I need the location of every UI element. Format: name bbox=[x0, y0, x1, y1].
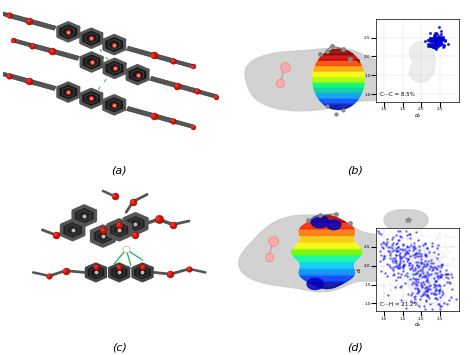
Polygon shape bbox=[319, 99, 358, 104]
Polygon shape bbox=[92, 226, 114, 246]
Polygon shape bbox=[32, 44, 53, 53]
Circle shape bbox=[327, 220, 341, 230]
Polygon shape bbox=[173, 120, 194, 128]
Polygon shape bbox=[300, 275, 354, 282]
Polygon shape bbox=[127, 46, 155, 58]
Polygon shape bbox=[81, 53, 102, 71]
Text: (b): (b) bbox=[347, 165, 363, 175]
Polygon shape bbox=[28, 19, 56, 30]
Polygon shape bbox=[0, 69, 10, 77]
Polygon shape bbox=[81, 89, 102, 108]
Polygon shape bbox=[300, 262, 354, 269]
Polygon shape bbox=[153, 54, 174, 63]
Polygon shape bbox=[133, 264, 152, 281]
Polygon shape bbox=[299, 269, 355, 275]
Polygon shape bbox=[173, 59, 194, 68]
Polygon shape bbox=[104, 59, 125, 77]
Polygon shape bbox=[153, 114, 174, 123]
Polygon shape bbox=[12, 38, 33, 47]
Polygon shape bbox=[51, 49, 79, 60]
Polygon shape bbox=[239, 215, 438, 292]
Polygon shape bbox=[104, 95, 125, 114]
Polygon shape bbox=[313, 77, 364, 82]
Polygon shape bbox=[378, 240, 428, 264]
Polygon shape bbox=[309, 215, 345, 222]
Polygon shape bbox=[314, 88, 363, 93]
Polygon shape bbox=[109, 264, 129, 281]
Polygon shape bbox=[299, 229, 355, 235]
Text: (c): (c) bbox=[112, 343, 127, 353]
Text: (d): (d) bbox=[347, 343, 363, 353]
Polygon shape bbox=[390, 68, 442, 97]
Polygon shape bbox=[316, 93, 361, 99]
Polygon shape bbox=[314, 66, 363, 71]
Polygon shape bbox=[309, 282, 345, 289]
Polygon shape bbox=[300, 222, 354, 229]
Polygon shape bbox=[384, 210, 428, 230]
Polygon shape bbox=[293, 242, 360, 249]
Polygon shape bbox=[127, 65, 148, 84]
Polygon shape bbox=[313, 82, 364, 88]
Polygon shape bbox=[58, 83, 79, 101]
Polygon shape bbox=[73, 206, 95, 225]
Polygon shape bbox=[176, 84, 198, 93]
Polygon shape bbox=[8, 13, 30, 23]
Polygon shape bbox=[127, 106, 155, 118]
Polygon shape bbox=[324, 49, 353, 55]
Polygon shape bbox=[313, 71, 364, 77]
Polygon shape bbox=[104, 36, 125, 54]
Polygon shape bbox=[292, 249, 362, 255]
Polygon shape bbox=[58, 23, 79, 41]
Polygon shape bbox=[28, 79, 56, 91]
Polygon shape bbox=[300, 235, 354, 242]
Polygon shape bbox=[293, 255, 360, 262]
Circle shape bbox=[307, 278, 323, 290]
Polygon shape bbox=[124, 214, 146, 234]
Polygon shape bbox=[319, 55, 358, 60]
Text: (a): (a) bbox=[111, 165, 127, 175]
Polygon shape bbox=[108, 220, 130, 240]
Polygon shape bbox=[62, 220, 84, 240]
Polygon shape bbox=[150, 76, 178, 88]
Circle shape bbox=[311, 216, 329, 228]
Polygon shape bbox=[8, 74, 30, 83]
Polygon shape bbox=[196, 89, 217, 98]
Polygon shape bbox=[324, 104, 353, 110]
Polygon shape bbox=[0, 9, 10, 17]
Polygon shape bbox=[81, 29, 102, 48]
Polygon shape bbox=[245, 48, 446, 111]
Polygon shape bbox=[86, 264, 106, 281]
Polygon shape bbox=[316, 60, 361, 66]
